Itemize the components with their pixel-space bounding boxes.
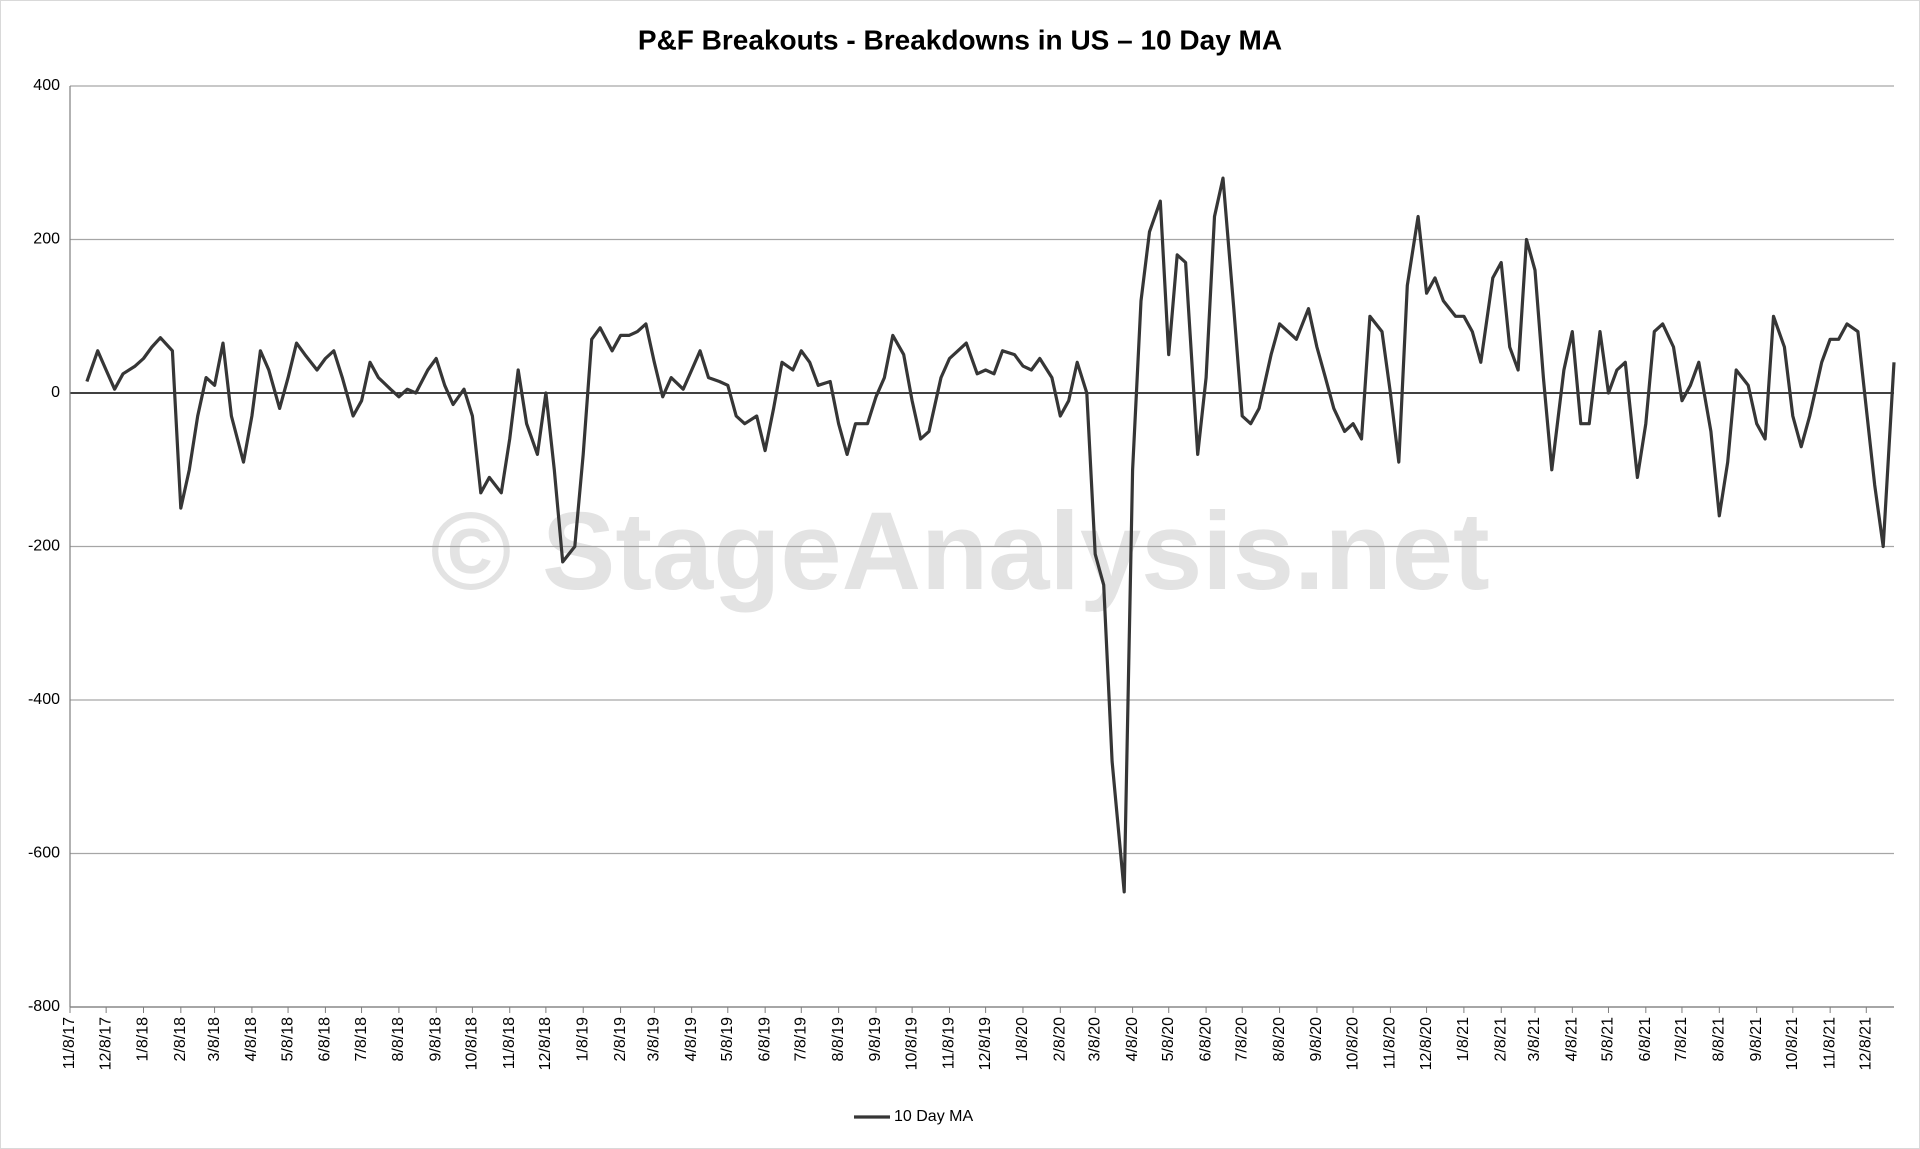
x-tick-label: 2/8/18 — [172, 1017, 189, 1062]
x-tick-label: 5/8/20 — [1160, 1017, 1177, 1062]
y-tick-label: 200 — [33, 231, 60, 248]
x-tick-label: 7/8/21 — [1673, 1017, 1690, 1062]
x-tick-label: 3/8/20 — [1086, 1017, 1103, 1062]
x-tick-label: 12/8/18 — [537, 1017, 554, 1070]
x-tick-label: 3/8/18 — [206, 1017, 223, 1062]
x-tick-label: 11/8/19 — [941, 1017, 958, 1069]
x-tick-label: 1/8/19 — [574, 1017, 591, 1062]
x-tick-label: 10/8/21 — [1784, 1017, 1801, 1070]
x-tick-label: 3/8/21 — [1526, 1017, 1543, 1062]
x-tick-label: 4/8/18 — [243, 1017, 260, 1062]
x-tick-label: 10/8/18 — [464, 1017, 481, 1070]
x-tick-label: 4/8/19 — [683, 1017, 700, 1062]
x-tick-label: 1/8/21 — [1455, 1017, 1472, 1062]
x-tick-label: 5/8/18 — [279, 1017, 296, 1062]
x-tick-label: 6/8/21 — [1637, 1017, 1654, 1062]
x-tick-label: 4/8/20 — [1124, 1017, 1141, 1062]
x-tick-label: 3/8/19 — [646, 1017, 663, 1062]
y-tick-label: 400 — [33, 77, 60, 94]
plot — [85, 176, 1896, 894]
x-tick-label: 4/8/21 — [1564, 1017, 1581, 1062]
x-tick-label: 2/8/20 — [1052, 1017, 1069, 1062]
legend: 10 Day MA — [854, 1108, 973, 1125]
x-tick-label: 9/8/18 — [427, 1017, 444, 1062]
x-tick-label: 5/8/21 — [1600, 1017, 1617, 1062]
y-tick-label: -400 — [28, 691, 60, 708]
x-tick-label: 1/8/18 — [135, 1017, 152, 1062]
x-tick-label: 2/8/21 — [1492, 1017, 1509, 1062]
x-tick-label: 11/8/21 — [1821, 1017, 1838, 1069]
x-tick-label: 12/8/20 — [1418, 1017, 1435, 1070]
x-tick-label: 6/8/18 — [317, 1017, 334, 1062]
x-tick-label: 8/8/21 — [1711, 1017, 1728, 1062]
series-line — [85, 176, 1896, 894]
x-tick-label: 2/8/19 — [612, 1017, 629, 1062]
x-tick-label: 8/8/18 — [390, 1017, 407, 1062]
y-tick-label: -800 — [28, 998, 60, 1015]
y-tick-label: -600 — [28, 845, 60, 862]
x-tick-label: 12/8/19 — [977, 1017, 994, 1070]
x-tick-label: 1/8/20 — [1014, 1017, 1031, 1062]
x-tick-label: 9/8/19 — [867, 1017, 884, 1062]
x-tick-label: 11/8/20 — [1382, 1017, 1399, 1069]
x-tick-label: 10/8/19 — [903, 1017, 920, 1070]
axes: -800 -600 -400 -200 0 200 400 11/8/17 12/8/17 1/8… — [28, 77, 1894, 1070]
watermark: © StageAnalysis.net — [430, 490, 1489, 613]
y-tick-label: 0 — [51, 384, 60, 401]
x-tick-label: 12/8/21 — [1858, 1017, 1875, 1070]
y-tick-label: -200 — [28, 538, 60, 555]
x-tick-label: 7/8/20 — [1233, 1017, 1250, 1062]
x-tick-label: 10/8/20 — [1344, 1017, 1361, 1070]
x-tick-label: 9/8/21 — [1748, 1017, 1765, 1062]
legend-label: 10 Day MA — [894, 1108, 973, 1125]
x-tick-label: 6/8/20 — [1197, 1017, 1214, 1062]
x-tick-label: 11/8/18 — [501, 1017, 518, 1069]
x-tick-label: 6/8/19 — [756, 1017, 773, 1062]
x-tick-label: 11/8/17 — [61, 1017, 78, 1069]
x-tick-label: 8/8/20 — [1271, 1017, 1288, 1062]
x-tick-label: 5/8/19 — [719, 1017, 736, 1062]
chart-title: P&F Breakouts - Breakdowns in US – 10 Da… — [638, 24, 1282, 55]
x-tick-label: 7/8/19 — [793, 1017, 810, 1062]
x-tick-label: 7/8/18 — [353, 1017, 370, 1062]
x-tick-label: 9/8/20 — [1308, 1017, 1325, 1062]
x-tick-label: 8/8/19 — [830, 1017, 847, 1062]
x-tick-label: 12/8/17 — [97, 1017, 114, 1070]
